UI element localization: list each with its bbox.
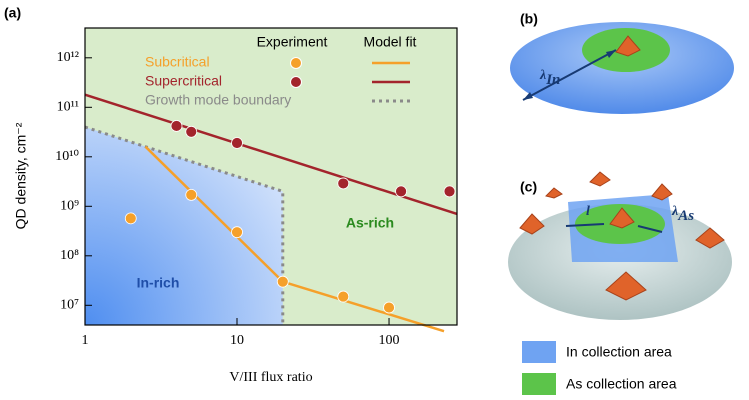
- legend-text: In collection area: [566, 344, 672, 360]
- legend-label: Growth mode boundary: [145, 92, 291, 108]
- y-axis-label: QD density, cm⁻²: [13, 122, 29, 229]
- legend-text: As collection area: [566, 376, 677, 392]
- dot: [615, 35, 641, 57]
- panel-label: (a): [4, 5, 21, 21]
- panel-label: (c): [520, 179, 537, 195]
- legend-marker: [290, 76, 302, 88]
- data-point: [185, 125, 198, 138]
- x-axis-label: V/III flux ratio: [229, 370, 312, 385]
- subscript: As: [677, 208, 694, 224]
- y-tick-label: 10¹²: [57, 50, 79, 65]
- subscript: In: [545, 72, 560, 88]
- x-tick-label: 100: [379, 333, 400, 348]
- arrowhead: [606, 50, 616, 58]
- legend-swatch: [522, 373, 556, 395]
- legend-swatch: [522, 341, 556, 363]
- plot-frame: [84, 27, 458, 326]
- dots: [519, 171, 725, 301]
- data-point: [443, 185, 456, 198]
- fit-line: [84, 93, 458, 216]
- y-tick-label: 10¹¹: [57, 100, 79, 115]
- arrow: [637, 225, 663, 233]
- data-point: [337, 177, 350, 190]
- data-point: [337, 290, 350, 303]
- legend-label: Supercritical: [145, 73, 222, 89]
- data-point: [185, 188, 198, 201]
- symbol: λAs: [671, 204, 694, 224]
- symbol: λ: [671, 204, 678, 219]
- data-point: [383, 301, 395, 314]
- symbol: λIn: [539, 68, 560, 88]
- legend-marker: [290, 57, 302, 69]
- y-tick-label: 10¹⁰: [55, 149, 79, 164]
- annotation: As-rich: [346, 215, 394, 231]
- legend-header: Experiment: [257, 34, 328, 50]
- arrow: [522, 49, 617, 101]
- legend-header: Model fit: [364, 34, 417, 50]
- data-point: [231, 226, 243, 239]
- y-tick-label: 10⁸: [60, 248, 79, 263]
- data-point: [395, 185, 407, 198]
- data-point: [124, 212, 137, 225]
- data-point: [231, 137, 243, 149]
- arrow: [565, 223, 605, 227]
- y-tick-label: 10⁹: [60, 199, 79, 214]
- annotation: In-rich: [137, 275, 180, 291]
- symbol: λ: [539, 68, 546, 83]
- legend-label: Subcritical: [145, 54, 210, 70]
- data-point: [170, 120, 183, 132]
- arrowhead: [523, 92, 533, 100]
- x-tick-label: 10: [230, 333, 244, 348]
- x-tick-label: 1: [82, 333, 89, 348]
- panel-label: (b): [520, 11, 538, 27]
- data-point: [276, 275, 289, 288]
- y-tick-label: 10⁷: [60, 298, 79, 313]
- symbol: l: [586, 204, 590, 219]
